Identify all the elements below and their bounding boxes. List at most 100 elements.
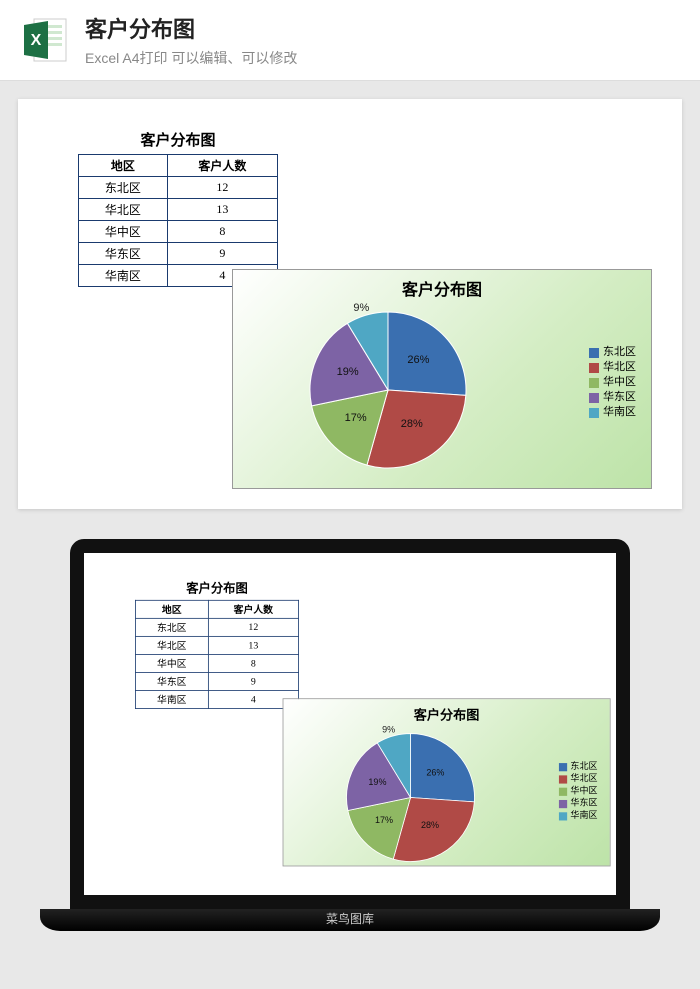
mini-table-section: 客户分布图 地区客户人数 东北区12华北区13华中区8华东区9华南区4 (135, 579, 299, 709)
table-row: 东北区12 (135, 618, 298, 636)
legend-swatch (589, 363, 599, 373)
table-row: 东北区12 (79, 177, 278, 199)
table-cell: 13 (167, 199, 277, 221)
table-cell: 华北区 (79, 199, 168, 221)
mini-chart-legend: 东北区华北区华中区华东区华南区 (559, 761, 598, 823)
table-cell: 9 (208, 672, 298, 690)
mini-table-title: 客户分布图 (135, 579, 299, 596)
pie-wrap: 26% 28% 17% 19% 9% (303, 305, 473, 475)
mini-data-table: 地区客户人数 东北区12华北区13华中区8华东区9华南区4 (135, 600, 299, 709)
table-cell: 8 (208, 654, 298, 672)
laptop-mockup: 客户分布图 地区客户人数 东北区12华北区13华中区8华东区9华南区4 客户分布… (70, 539, 630, 931)
legend-label: 东北区 (603, 345, 636, 360)
legend-item: 华东区 (589, 390, 636, 405)
table-row: 华中区8 (135, 654, 298, 672)
table-cell: 9 (167, 243, 277, 265)
legend-item: 华南区 (589, 405, 636, 420)
table-header-cell: 地区 (79, 155, 168, 177)
laptop-base: 菜鸟图库 (40, 909, 660, 931)
legend-label: 华东区 (570, 798, 597, 810)
mini-table-header-row: 地区客户人数 (135, 600, 298, 618)
data-table: 地区客户人数 东北区12华北区13华中区8华东区9华南区4 (78, 154, 278, 287)
table-cell: 12 (167, 177, 277, 199)
table-row: 华北区13 (135, 636, 298, 654)
mini-pie-wrap: 26% 28% 17% 19% 9% (341, 728, 480, 867)
table-cell: 东北区 (135, 618, 208, 636)
table-cell: 华东区 (135, 672, 208, 690)
table-header-cell: 地区 (135, 600, 208, 618)
pie-slice-label: 28% (401, 418, 423, 430)
legend-label: 华北区 (603, 360, 636, 375)
data-table-section: 客户分布图 地区客户人数 东北区12华北区13华中区8华东区9华南区4 (78, 129, 278, 287)
excel-icon: X (20, 15, 70, 65)
pie-slice-label: 9% (353, 302, 369, 314)
pie-slice-label: 28% (421, 821, 439, 831)
legend-item: 华北区 (559, 773, 598, 785)
legend-label: 华中区 (603, 375, 636, 390)
legend-item: 华南区 (559, 810, 598, 822)
legend-swatch (589, 378, 599, 388)
table-cell: 华中区 (79, 221, 168, 243)
chart-title: 客户分布图 (233, 270, 651, 300)
legend-swatch (559, 763, 567, 771)
legend-item: 华中区 (559, 785, 598, 797)
legend-label: 华北区 (570, 773, 597, 785)
pie-chart: 客户分布图 26% 28% 17% 19% 9% 东北区华北区华中区华东区华南区 (232, 269, 652, 489)
legend-item: 华北区 (589, 360, 636, 375)
legend-label: 华东区 (603, 390, 636, 405)
mini-preview: 客户分布图 地区客户人数 东北区12华北区13华中区8华东区9华南区4 客户分布… (94, 563, 619, 909)
table-cell: 东北区 (79, 177, 168, 199)
preview-card: 客户分布图 地区客户人数 东北区12华北区13华中区8华东区9华南区4 客户分布… (18, 99, 682, 509)
chart-legend: 东北区华北区华中区华东区华南区 (589, 345, 636, 420)
table-header-cell: 客户人数 (208, 600, 298, 618)
table-cell: 13 (208, 636, 298, 654)
pie-slice-label: 26% (407, 354, 429, 366)
page-header: X 客户分布图 Excel A4打印 可以编辑、可以修改 (0, 0, 700, 81)
table-cell: 8 (167, 221, 277, 243)
legend-item: 东北区 (589, 345, 636, 360)
legend-swatch (559, 775, 567, 783)
legend-label: 华南区 (603, 405, 636, 420)
mini-pie-chart: 客户分布图 26% 28% 17% 19% 9% 东北区华北区华中区华东区华南区 (283, 698, 611, 866)
legend-swatch (589, 408, 599, 418)
legend-swatch (559, 800, 567, 808)
table-header-row: 地区客户人数 (79, 155, 278, 177)
pie-slice-label: 17% (375, 816, 393, 826)
legend-label: 华中区 (570, 785, 597, 797)
page-subtitle: Excel A4打印 可以编辑、可以修改 (85, 48, 297, 68)
page-title: 客户分布图 (85, 12, 297, 44)
legend-label: 华南区 (570, 810, 597, 822)
legend-swatch (589, 393, 599, 403)
mini-chart-title: 客户分布图 (283, 699, 609, 724)
table-cell: 12 (208, 618, 298, 636)
table-row: 华东区9 (79, 243, 278, 265)
legend-swatch (589, 348, 599, 358)
table-cell: 华南区 (79, 265, 168, 287)
legend-swatch (559, 812, 567, 820)
table-cell: 华东区 (79, 243, 168, 265)
pie-slice-label: 9% (382, 725, 395, 735)
mini-table-body: 东北区12华北区13华中区8华东区9华南区4 (135, 618, 298, 708)
pie-slice-label: 17% (345, 412, 367, 424)
table-row: 华东区9 (135, 672, 298, 690)
laptop-footer-text: 菜鸟图库 (326, 912, 374, 926)
table-row: 华南区4 (135, 691, 298, 709)
table-title: 客户分布图 (78, 129, 278, 150)
table-row: 华北区13 (79, 199, 278, 221)
legend-label: 东北区 (570, 761, 597, 773)
pie-slice-label: 26% (426, 768, 444, 778)
legend-item: 华中区 (589, 375, 636, 390)
table-cell: 华南区 (135, 691, 208, 709)
camera-dot (347, 544, 353, 550)
laptop-screen: 客户分布图 地区客户人数 东北区12华北区13华中区8华东区9华南区4 客户分布… (70, 539, 630, 909)
pie-slice-label: 19% (337, 366, 359, 378)
legend-item: 华东区 (559, 798, 598, 810)
legend-item: 东北区 (559, 761, 598, 773)
table-cell: 华中区 (135, 654, 208, 672)
table-row: 华中区8 (79, 221, 278, 243)
table-cell: 华北区 (135, 636, 208, 654)
svg-text:X: X (31, 32, 42, 49)
legend-swatch (559, 787, 567, 795)
table-header-cell: 客户人数 (167, 155, 277, 177)
pie-slice-label: 19% (368, 778, 386, 788)
